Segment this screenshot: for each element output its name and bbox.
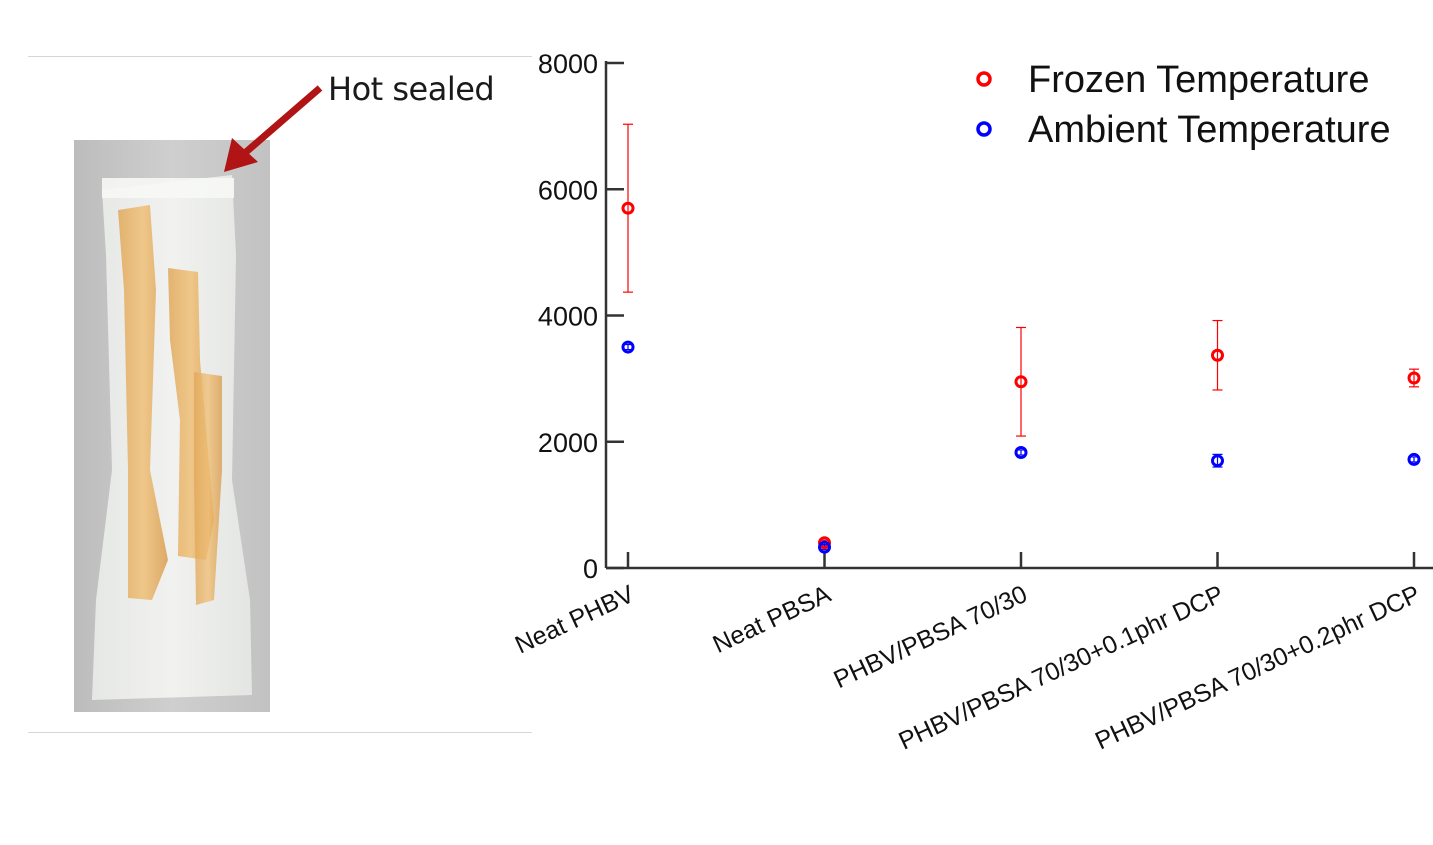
data-point-ambient [1014,445,1028,459]
arrow-shaft [243,85,323,155]
x-tick-label: Neat PHBV [511,580,639,660]
data-point-frozen [818,536,831,550]
top-divider [28,56,532,57]
bottom-divider [28,732,532,733]
data-point-frozen [621,201,635,215]
data-point-frozen [1211,348,1224,362]
legend-marker [976,121,992,137]
data-point-frozen [1407,371,1421,385]
y-tick-label: 8000 [538,49,598,79]
legend-label: Ambient Temperature [1028,109,1391,151]
y-tick-label: 6000 [538,175,598,205]
x-tick-label: Neat PBSA [709,580,836,659]
annotation-label: Hot sealed [328,70,495,108]
y-tick-label: 2000 [538,428,598,458]
sample-photo [74,85,323,712]
data-point-ambient [1407,452,1421,466]
data-point-ambient [621,340,635,354]
arrow-icon [224,138,258,172]
error-bars [623,123,1419,551]
y-tick-label: 0 [583,554,598,584]
x-tick-label: PHBV/PBSA 70/30+0.1phr DCP [894,580,1228,755]
specimen-1 [118,205,168,600]
data-point-ambient [1211,454,1224,468]
y-tick-label: 4000 [538,302,598,332]
x-tick-label: PHBV/PBSA 70/30 [830,580,1032,694]
legend: Frozen Temperature Ambient Temperature [976,59,1391,151]
x-tick-label: PHBV/PBSA 70/30+0.2phr DCP [1091,580,1425,755]
data-points [621,201,1421,554]
data-point-frozen [1014,375,1028,389]
specimen-3 [194,372,222,605]
data-point-ambient [818,540,831,554]
legend-marker [976,71,992,87]
legend-label: Frozen Temperature [1028,59,1369,101]
sealed-edge [102,178,234,198]
sample-photo-panel: Hot sealed [0,0,540,845]
chart-axes [604,61,1433,570]
